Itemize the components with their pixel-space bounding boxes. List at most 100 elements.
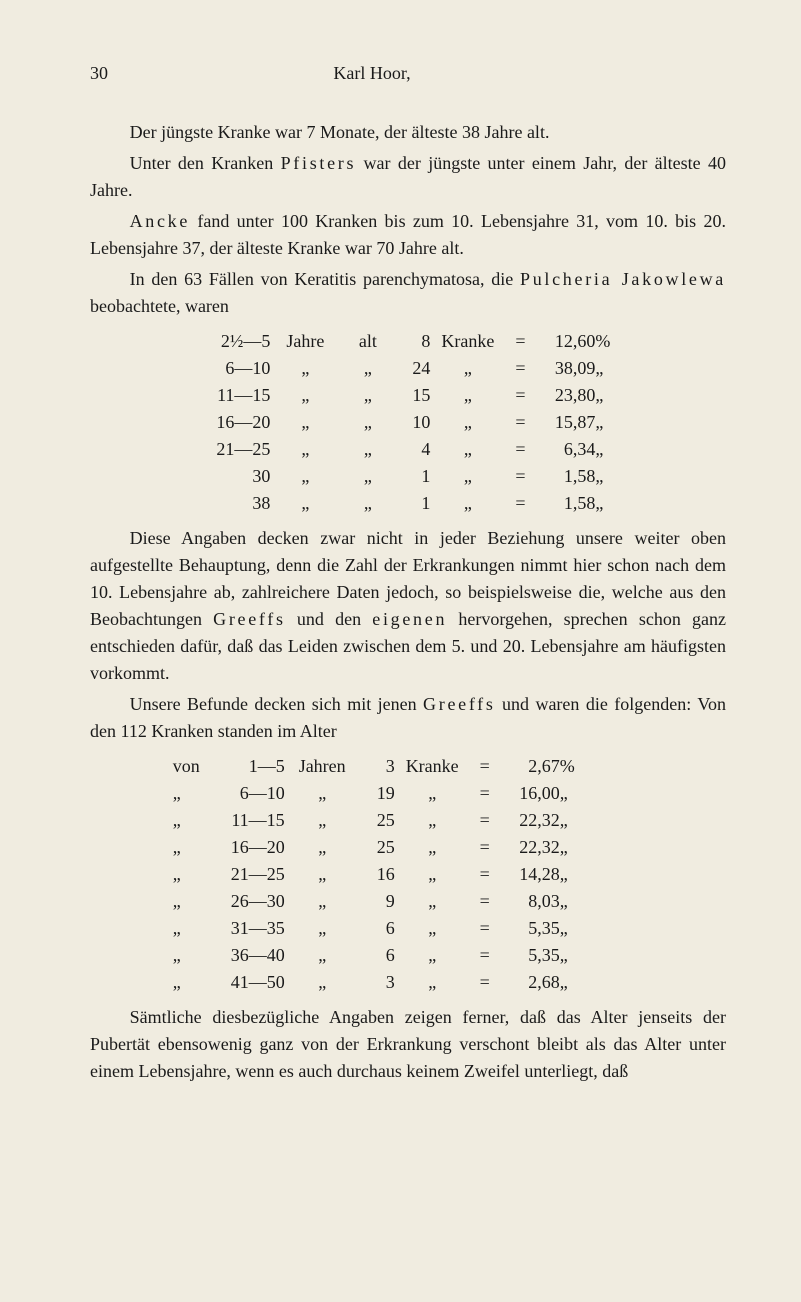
cell: „ bbox=[270, 355, 340, 382]
cell: 38 bbox=[185, 490, 270, 517]
emphasized-name: Ancke bbox=[130, 211, 190, 231]
cell: „ bbox=[173, 834, 213, 861]
cell: „ bbox=[285, 807, 360, 834]
cell: „ bbox=[285, 915, 360, 942]
table-row: 38 „ „ 1 „ = 1,58 „ bbox=[185, 490, 630, 517]
cell: 3 bbox=[360, 753, 395, 780]
table-row: 21—25 „ „ 4 „ = 6,34 „ bbox=[185, 436, 630, 463]
paragraph-7: Sämtliche diesbezügliche Angaben zeigen … bbox=[90, 1004, 726, 1085]
cell: „ bbox=[595, 490, 617, 517]
cell: = bbox=[470, 915, 500, 942]
cell: 15 bbox=[395, 382, 430, 409]
cell: 11—15 bbox=[213, 807, 285, 834]
cell: „ bbox=[173, 915, 213, 942]
cell: Jahren bbox=[285, 753, 360, 780]
cell: 5,35 bbox=[500, 942, 560, 969]
page-header: 30 Karl Hoor, bbox=[90, 60, 726, 87]
table-row: 16—20 „ „ 10 „ = 15,87 „ bbox=[185, 409, 630, 436]
cell: 23,80 bbox=[535, 382, 595, 409]
cell: „ bbox=[560, 834, 582, 861]
cell: „ bbox=[595, 436, 617, 463]
text: Unsere Befunde decken sich mit jenen bbox=[130, 694, 423, 714]
cell: 10 bbox=[395, 409, 430, 436]
cell: 6 bbox=[360, 942, 395, 969]
paragraph-1: Der jüngste Kranke war 7 Monate, der ält… bbox=[90, 119, 726, 146]
cell: „ bbox=[270, 490, 340, 517]
cell: „ bbox=[430, 463, 505, 490]
cell: 25 bbox=[360, 834, 395, 861]
cell: „ bbox=[270, 463, 340, 490]
cell: „ bbox=[173, 969, 213, 996]
cell: „ bbox=[395, 807, 470, 834]
cell: 8 bbox=[395, 328, 430, 355]
paragraph-2: Unter den Kranken Pfisters war der jüngs… bbox=[90, 150, 726, 204]
cell: „ bbox=[560, 969, 582, 996]
cell: = bbox=[505, 409, 535, 436]
cell: „ bbox=[173, 807, 213, 834]
paragraph-4: In den 63 Fällen von Keratitis parenchym… bbox=[90, 266, 726, 320]
cell: „ bbox=[560, 780, 582, 807]
cell: = bbox=[505, 328, 535, 355]
cell: 22,32 bbox=[500, 834, 560, 861]
text: und den bbox=[286, 609, 373, 629]
table-1: 2½—5 Jahre alt 8 Kranke = 12,60 % 6—10 „… bbox=[185, 328, 630, 517]
cell: alt bbox=[340, 328, 395, 355]
cell: „ bbox=[285, 861, 360, 888]
table-row: 6—10 „ „ 24 „ = 38,09 „ bbox=[185, 355, 630, 382]
cell: „ bbox=[270, 409, 340, 436]
table-row: „ 26—30 „ 9 „ = 8,03 „ bbox=[173, 888, 644, 915]
cell: 21—25 bbox=[213, 861, 285, 888]
cell: = bbox=[470, 780, 500, 807]
table-row: 2½—5 Jahre alt 8 Kranke = 12,60 % bbox=[185, 328, 630, 355]
cell: = bbox=[505, 382, 535, 409]
cell: 11—15 bbox=[185, 382, 270, 409]
cell: „ bbox=[270, 382, 340, 409]
cell: „ bbox=[395, 942, 470, 969]
cell: 6—10 bbox=[213, 780, 285, 807]
cell: 1—5 bbox=[213, 753, 285, 780]
cell: 1 bbox=[395, 490, 430, 517]
table-2: von 1—5 Jahren 3 Kranke = 2,67 % „ 6—10 … bbox=[173, 753, 644, 996]
cell: 21—25 bbox=[185, 436, 270, 463]
cell: = bbox=[505, 436, 535, 463]
cell: „ bbox=[285, 780, 360, 807]
cell: 6,34 bbox=[535, 436, 595, 463]
cell: = bbox=[505, 463, 535, 490]
cell: 25 bbox=[360, 807, 395, 834]
text: Unter den Kranken bbox=[130, 153, 281, 173]
emphasized-word: eigenen bbox=[372, 609, 447, 629]
cell: „ bbox=[285, 888, 360, 915]
cell: „ bbox=[340, 355, 395, 382]
table-row: 11—15 „ „ 15 „ = 23,80 „ bbox=[185, 382, 630, 409]
cell: „ bbox=[173, 861, 213, 888]
emphasized-name: Greeffs bbox=[213, 609, 286, 629]
emphasized-name: Pul­cheria Jakowlewa bbox=[520, 269, 726, 289]
cell: 15,87 bbox=[535, 409, 595, 436]
table-row: von 1—5 Jahren 3 Kranke = 2,67 % bbox=[173, 753, 644, 780]
cell: 6 bbox=[360, 915, 395, 942]
cell: „ bbox=[560, 888, 582, 915]
cell: „ bbox=[430, 355, 505, 382]
cell: = bbox=[470, 942, 500, 969]
cell: = bbox=[470, 888, 500, 915]
cell: „ bbox=[430, 409, 505, 436]
cell: = bbox=[505, 490, 535, 517]
cell: „ bbox=[340, 463, 395, 490]
cell: 16 bbox=[360, 861, 395, 888]
cell: = bbox=[470, 834, 500, 861]
cell: „ bbox=[285, 969, 360, 996]
emphasized-name: Pfisters bbox=[281, 153, 357, 173]
cell: 16—20 bbox=[213, 834, 285, 861]
cell: „ bbox=[395, 969, 470, 996]
cell: 16—20 bbox=[185, 409, 270, 436]
text: In den 63 Fällen von Keratitis parenchym… bbox=[130, 269, 520, 289]
text: beobachtete, waren bbox=[90, 296, 229, 316]
cell: 5,35 bbox=[500, 915, 560, 942]
cell: „ bbox=[285, 942, 360, 969]
cell: = bbox=[470, 861, 500, 888]
cell: % bbox=[595, 328, 617, 355]
cell: 36—40 bbox=[213, 942, 285, 969]
cell: 30 bbox=[185, 463, 270, 490]
cell: „ bbox=[395, 915, 470, 942]
cell: = bbox=[470, 807, 500, 834]
